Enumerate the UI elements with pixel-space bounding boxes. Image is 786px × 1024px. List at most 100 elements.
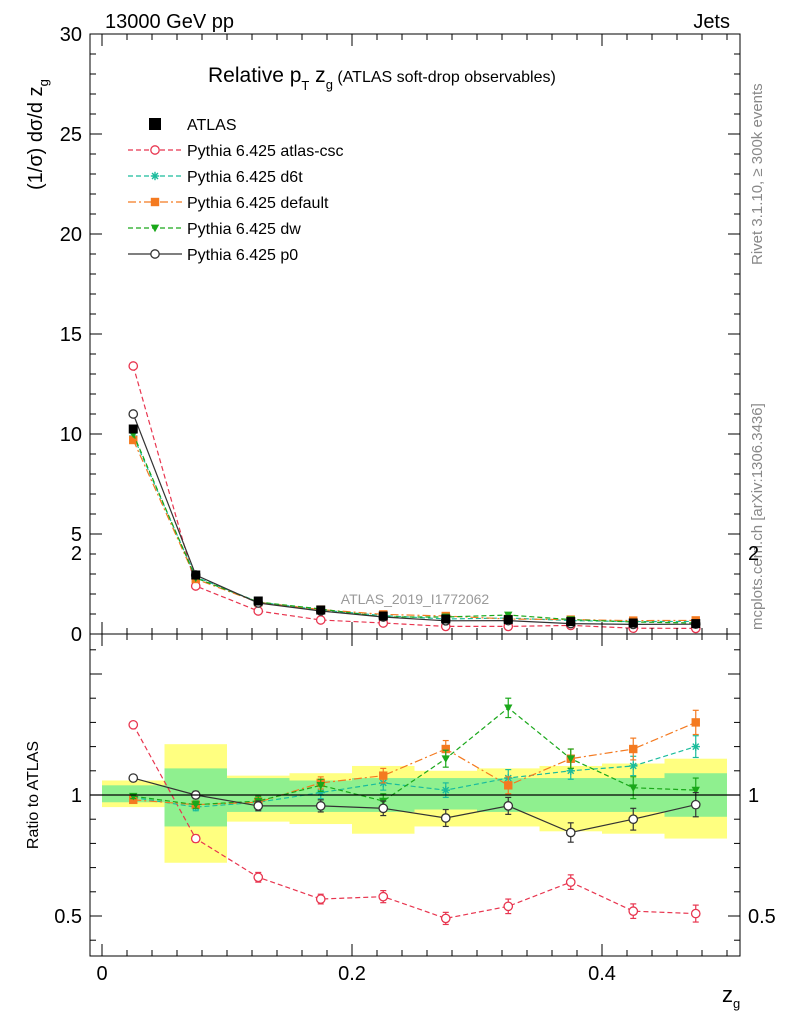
ratio-point-pythia-6-425-dw	[441, 755, 450, 763]
atlas-data-point	[441, 614, 451, 624]
ratio-point-pythia-6-425-atlas-csc	[503, 901, 514, 912]
ratio-y-tick-label: 2	[71, 543, 82, 565]
ratio-point-pythia-6-425-d6t-ray	[442, 786, 450, 794]
legend-marker-pythia-6-425-atlas-csc	[150, 145, 160, 155]
x-tick-label: 0	[96, 963, 107, 985]
ratio-point-pythia-6-425-p0	[565, 827, 576, 838]
ratio-point-pythia-6-425-default	[441, 744, 450, 754]
title-main: Relative p	[208, 64, 301, 87]
legend-label-pythia-6-425-dw: Pythia 6.425 dw	[187, 221, 301, 238]
ratio-point-pythia-6-425-atlas-csc	[690, 908, 701, 919]
legend: ATLAS Pythia 6.425 atlas-csc Pythia 6.425 …	[128, 117, 344, 264]
ratio-point-pythia-6-425-atlas-csc	[628, 906, 639, 917]
main-y-tick-label: 30	[60, 24, 82, 46]
ratio-point-pythia-6-425-atlas-csc	[253, 872, 264, 883]
ratio-point-pythia-6-425-p0	[253, 801, 264, 811]
main-y-tick-label: 10	[60, 424, 82, 446]
atlas-data-point	[378, 611, 388, 621]
main-line-pythia-6-425-default	[132, 439, 696, 622]
ratio-point-pythia-6-425-dw	[566, 755, 575, 763]
atlas-data-point	[566, 617, 576, 627]
ratio-point-pythia-6-425-atlas-csc	[565, 877, 576, 887]
ratio-point-pythia-6-425-d6t	[629, 761, 638, 771]
ratio-series-lines	[128, 697, 701, 926]
ratio-point-pythia-6-425-p0	[378, 803, 389, 814]
ratio-point-pythia-6-425-p0	[503, 801, 514, 811]
ratio-line-pythia-6-425-atlas-csc	[132, 724, 696, 920]
title-z: z	[309, 64, 325, 87]
main-point-pythia-6-425-default	[129, 435, 138, 445]
ratio-point-pythia-6-425-default	[504, 781, 513, 790]
atlas-data-point	[128, 424, 138, 434]
main-y-tick-label: 25	[60, 124, 82, 146]
main-line-pythia-6-425-atlas-csc	[132, 365, 696, 630]
legend-marker-pythia-6-425-dw	[150, 224, 160, 233]
ratio-y-tick-label-right: 0.5	[748, 906, 776, 928]
x-axis-label: zg	[722, 982, 740, 1011]
ratio-point-pythia-6-425-atlas-csc	[378, 891, 389, 902]
legend-marker-pythia-6-425-d6t-ray	[151, 172, 159, 180]
ratio-point-pythia-6-425-atlas-csc	[440, 913, 451, 924]
main-y-tick-label: 15	[60, 324, 82, 346]
ratio-point-pythia-6-425-d6t	[691, 742, 700, 751]
legend-label-pythia-6-425-p0: Pythia 6.425 p0	[187, 247, 298, 264]
ratio-point-pythia-6-425-d6t-ray	[629, 762, 637, 770]
ratio-line-pythia-6-425-p0	[133, 777, 696, 834]
ratio-point-pythia-6-425-default	[629, 744, 638, 754]
ratio-point-pythia-6-425-d6t	[441, 785, 450, 795]
title-sub-g: g	[326, 77, 333, 92]
legend-marker-pythia-6-425-default	[150, 197, 160, 207]
ratio-point-pythia-6-425-p0	[690, 799, 701, 810]
legend-label-pythia-6-425-default: Pythia 6.425 default	[187, 195, 329, 212]
analysis-watermark: ATLAS_2019_I1772062	[341, 591, 490, 607]
atlas-data-point	[191, 570, 201, 580]
ratio-point-pythia-6-425-dw	[316, 781, 325, 790]
ratio-point-pythia-6-425-p0	[128, 773, 139, 783]
main-point-pythia-6-425-atlas-csc	[315, 615, 326, 625]
main-point-pythia-6-425-atlas-csc	[253, 606, 264, 616]
atlas-data-point	[691, 619, 701, 629]
main-atlas-data	[128, 424, 701, 629]
legend-label-pythia-6-425-atlas-csc: Pythia 6.425 atlas-csc	[187, 143, 344, 160]
ratio-y-tick-label-right: 1	[748, 785, 759, 807]
ratio-point-pythia-6-425-dw	[691, 786, 700, 795]
chart-title: Relative pT zg (ATLAS soft-drop observab…	[208, 64, 556, 93]
ratio-y-tick-label: 1	[71, 785, 82, 807]
y-axis-label-main: (1/σ) dσ/d z	[25, 86, 47, 190]
ratio-point-pythia-6-425-dw	[629, 784, 638, 792]
ratio-line-pythia-6-425-d6t	[133, 746, 696, 808]
axis-ticks	[90, 33, 740, 956]
axis-tick-labels: 0 0.2 0.4 0 5 10 15 20 25 30 0.5 0.5 1 1 2 2	[54, 24, 776, 985]
ratio-point-pythia-6-425-p0	[628, 814, 639, 825]
main-y-tick-label: 20	[60, 224, 82, 246]
rivet-label: Rivet 3.1.10, ≥ 300k events	[749, 83, 766, 265]
legend-marker-pythia-6-425-p0	[150, 249, 160, 259]
ratio-point-pythia-6-425-dw	[504, 704, 513, 713]
ratio-point-pythia-6-425-atlas-csc	[128, 719, 139, 730]
legend-label-atlas: ATLAS	[187, 117, 237, 134]
main-point-pythia-6-425-atlas-csc	[128, 361, 139, 371]
ratio-y-tick-label-right: 2	[748, 543, 759, 565]
x-axis-label-main: z	[722, 982, 733, 1007]
x-tick-label: 0.2	[338, 963, 366, 985]
y-axis-label-sub: g	[36, 79, 51, 86]
process-label: Jets	[693, 11, 730, 33]
main-line-pythia-6-425-dw	[132, 433, 696, 624]
title-tail: (ATLAS soft-drop observables)	[333, 69, 556, 86]
ratio-point-pythia-6-425-default	[691, 718, 700, 727]
atlas-data-point	[316, 605, 326, 615]
legend-marker-atlas	[149, 118, 161, 130]
atlas-data-point	[628, 618, 638, 628]
title-sub-t: T	[301, 78, 309, 93]
ratio-point-pythia-6-425-dw	[191, 801, 200, 809]
main-y-tick-label: 5	[71, 524, 82, 546]
ratio-point-pythia-6-425-atlas-csc	[315, 894, 326, 904]
collision-label: 13000 GeV pp	[105, 11, 234, 33]
x-axis-label-sub: g	[733, 996, 740, 1011]
atlas-data-point	[253, 596, 263, 606]
ratio-point-pythia-6-425-p0	[315, 801, 326, 811]
atlas-data-point	[503, 615, 513, 625]
ratio-point-pythia-6-425-d6t-ray	[692, 743, 700, 751]
ratio-point-pythia-6-425-atlas-csc	[190, 833, 201, 844]
